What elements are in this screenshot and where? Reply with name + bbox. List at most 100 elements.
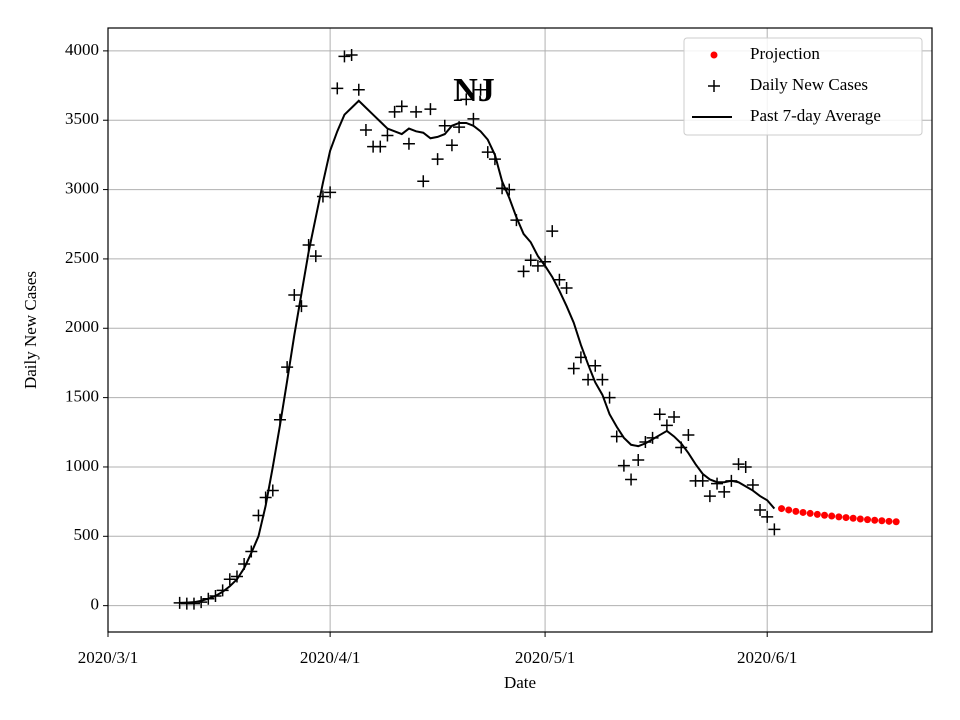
average-line	[179, 99, 776, 604]
y-tick-label: 3500	[65, 109, 99, 128]
case-marker	[467, 112, 480, 125]
y-tick-label: 4000	[65, 40, 99, 59]
projection-dot	[885, 517, 893, 525]
x-tick-label: 2020/4/1	[300, 648, 360, 667]
case-marker	[288, 288, 301, 301]
annotation: NJ	[453, 72, 495, 109]
case-marker	[632, 454, 645, 467]
x-tick-label: 2020/3/1	[78, 648, 138, 667]
legend-box	[683, 37, 923, 136]
y-axis-label: Daily New Cases	[21, 271, 40, 389]
projection-dot	[878, 517, 886, 525]
case-marker	[603, 391, 616, 404]
y-tick-label: 2000	[65, 317, 99, 336]
case-marker	[381, 129, 394, 142]
y-tick-label: 3000	[65, 178, 99, 197]
case-marker	[546, 225, 559, 238]
legend-label: Daily New Cases	[750, 75, 868, 94]
case-marker	[596, 373, 609, 386]
x-tick-label: 2020/5/1	[515, 648, 575, 667]
case-marker	[374, 140, 387, 153]
case-marker	[474, 83, 487, 96]
case-marker	[711, 477, 724, 490]
projection-dot	[856, 515, 864, 523]
projection-dot	[864, 516, 872, 524]
case-marker	[388, 105, 401, 118]
y-tick-label: 2500	[65, 248, 99, 267]
case-marker	[410, 105, 423, 118]
case-marker	[331, 82, 344, 95]
case-marker	[481, 146, 494, 159]
legend-marker	[708, 80, 720, 92]
case-marker	[617, 459, 630, 472]
legend-marker	[710, 51, 718, 59]
legend: Projection Daily New Cases Past 7-day Aver…	[683, 37, 923, 136]
plot	[173, 49, 900, 610]
case-marker	[732, 458, 745, 471]
y-tick-label: 500	[74, 525, 100, 544]
case-marker	[660, 419, 673, 432]
case-marker	[625, 473, 638, 486]
case-marker	[359, 123, 372, 136]
case-marker	[460, 93, 473, 106]
case-marker	[309, 250, 322, 263]
legend-label: Past 7-day Average	[750, 106, 881, 125]
case-marker	[216, 584, 229, 597]
projection-dot	[799, 508, 807, 516]
projection-dot	[892, 518, 900, 526]
case-marker	[517, 265, 530, 278]
projection-dot	[778, 505, 786, 513]
x-axis-label: Date	[504, 673, 536, 692]
case-marker	[567, 362, 580, 375]
case-marker	[402, 137, 415, 150]
y-tick-label: 1500	[65, 387, 99, 406]
case-marker	[703, 490, 716, 503]
projection-dot	[871, 516, 879, 524]
case-marker	[445, 139, 458, 152]
case-marker	[682, 429, 695, 442]
case-marker	[754, 503, 767, 516]
case-marker	[223, 573, 236, 586]
case-marker	[417, 175, 430, 188]
case-marker	[352, 83, 365, 96]
case-marker	[338, 50, 351, 63]
case-marker	[696, 474, 709, 487]
case-marker	[610, 430, 623, 443]
projection-dot	[806, 509, 814, 517]
case-marker	[553, 273, 566, 286]
case-marker	[395, 100, 408, 113]
case-marker	[531, 259, 544, 272]
case-marker	[560, 282, 573, 295]
projection-dot	[835, 513, 843, 521]
projection-dot	[828, 512, 836, 520]
case-marker	[582, 373, 595, 386]
projection-dot	[849, 514, 857, 522]
case-marker	[281, 361, 294, 374]
projection-dot	[785, 506, 793, 514]
case-marker	[431, 153, 444, 166]
x-tick-label: 2020/6/1	[737, 648, 797, 667]
case-marker	[438, 119, 451, 132]
case-marker	[668, 411, 681, 424]
case-marker	[589, 359, 602, 372]
case-marker	[653, 408, 666, 421]
case-marker	[345, 49, 358, 62]
case-marker	[761, 510, 774, 523]
projection-dot	[821, 511, 829, 519]
case-marker	[295, 300, 308, 313]
axes-frame	[107, 27, 933, 633]
y-tick-label: 0	[91, 595, 100, 614]
projection-dot	[792, 507, 800, 515]
y-tick-label: 1000	[65, 456, 99, 475]
case-marker	[316, 190, 329, 203]
case-marker	[187, 597, 200, 610]
case-marker	[768, 523, 781, 536]
case-marker	[424, 103, 437, 116]
projection-dot	[813, 510, 821, 518]
projection-dot	[842, 514, 850, 522]
case-marker	[324, 186, 337, 199]
legend-label: Projection	[750, 44, 820, 63]
case-marker	[718, 485, 731, 498]
case-marker	[524, 254, 537, 267]
